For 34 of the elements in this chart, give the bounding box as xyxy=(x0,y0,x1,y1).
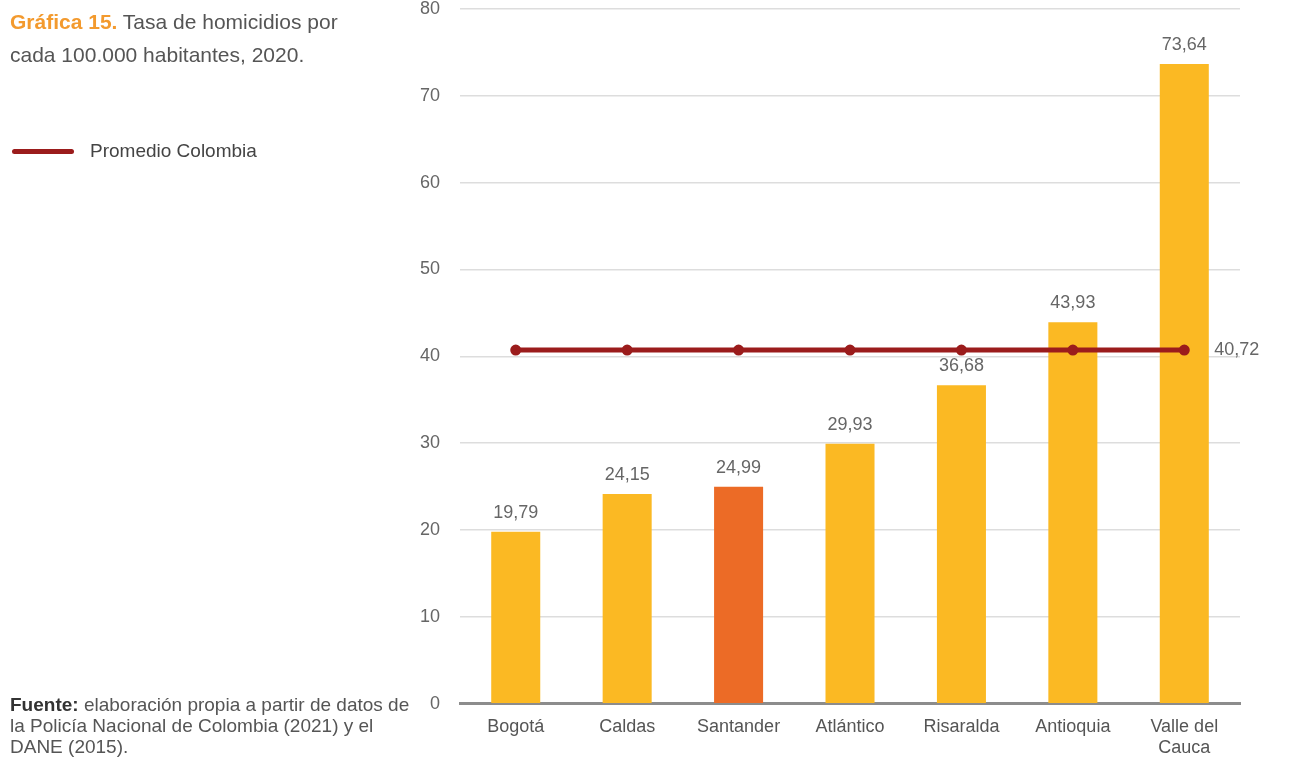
x-tick-label: Caldas xyxy=(599,715,656,736)
y-tick-label: 80 xyxy=(419,0,441,18)
x-tick-label: Santander xyxy=(697,715,781,736)
legend-label: Promedio Colombia xyxy=(90,140,257,162)
y-tick-label: 70 xyxy=(419,84,441,105)
data-label: 36,68 xyxy=(938,355,984,376)
data-label: 40,72 xyxy=(1214,339,1260,360)
y-tick-label: 50 xyxy=(419,258,441,279)
data-label: 24,99 xyxy=(716,456,762,477)
data-label: 73,64 xyxy=(1161,34,1207,55)
data-label: 29,93 xyxy=(827,413,873,434)
y-tick-label: 0 xyxy=(430,692,441,713)
bar xyxy=(1048,322,1098,704)
bar xyxy=(825,443,875,704)
data-label: 19,79 xyxy=(493,501,539,522)
data-label: 43,93 xyxy=(1050,292,1096,313)
bar xyxy=(714,486,764,704)
y-tick-label: 10 xyxy=(419,605,441,626)
x-tick-label: Bogotá xyxy=(487,715,546,736)
data-label: 24,15 xyxy=(604,463,650,484)
y-tick-label: 60 xyxy=(419,171,441,192)
x-tick-label: Atlántico xyxy=(815,715,885,736)
y-tick-label: 30 xyxy=(419,432,441,453)
bar xyxy=(1159,64,1209,704)
x-tick-label: Valle del Cauca xyxy=(1150,715,1219,758)
x-tick-label: Antioquia xyxy=(1035,715,1112,736)
bar xyxy=(491,531,541,704)
bar xyxy=(936,385,986,704)
text: Gráfica 15. Tasa de homicidios por cada 100.000 habitantes, 2020. xyxy=(10,10,338,66)
y-tick-label: 20 xyxy=(419,519,441,540)
bar xyxy=(602,494,652,704)
x-tick-label: Risaralda xyxy=(923,715,1001,736)
source-note: Fuente: elaboración propia a partir de datos de la Policía Nacional de Colombia (2021) y el DANE (2015). xyxy=(10,694,410,757)
y-tick-label: 40 xyxy=(419,345,441,366)
